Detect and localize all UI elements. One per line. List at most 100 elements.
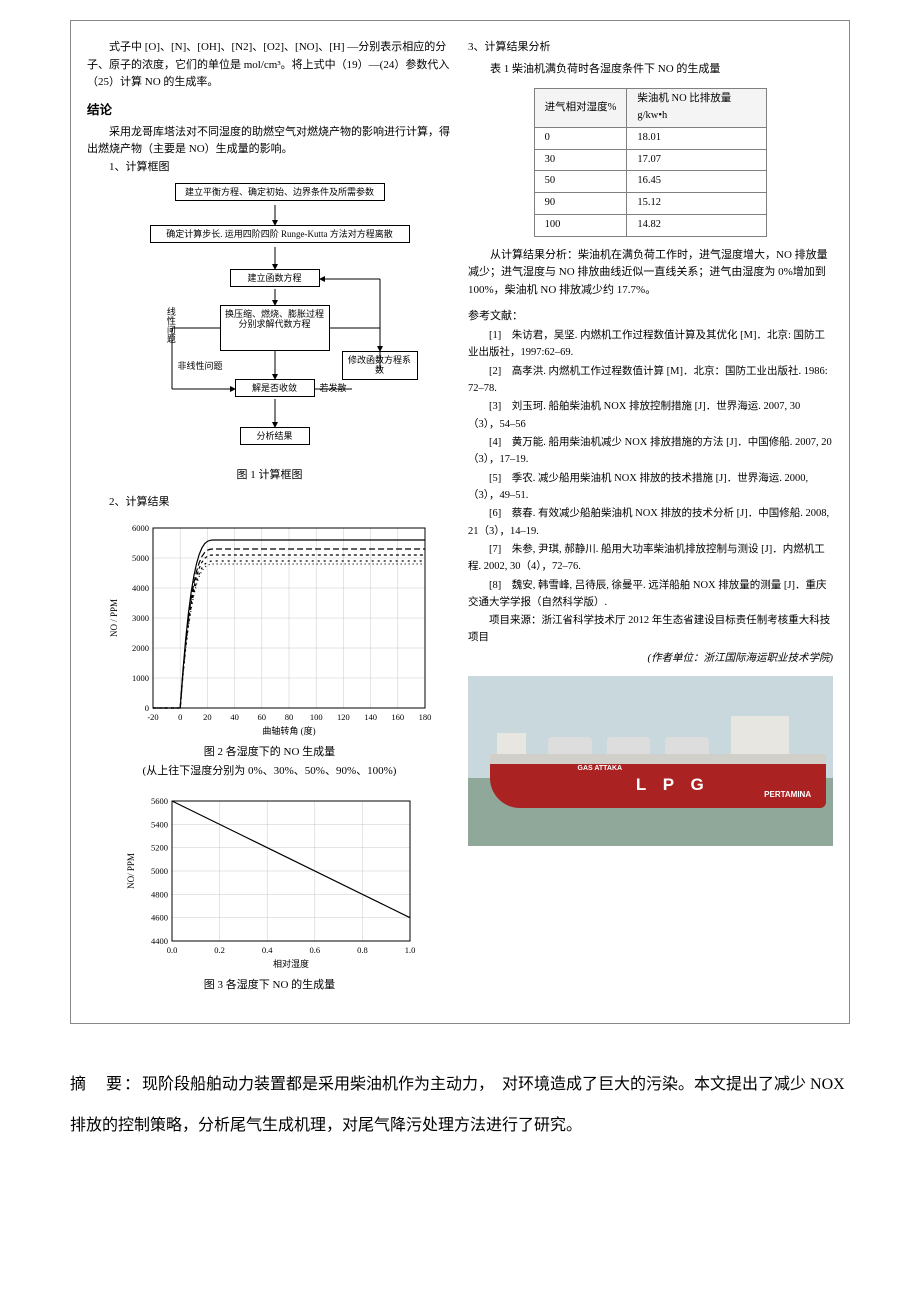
fc-box-3: 建立函数方程 — [230, 269, 320, 288]
calc-result-label: 2、计算结果 — [87, 494, 452, 512]
fig3-caption: 图 3 各湿度下 NO 的生成量 — [87, 977, 452, 995]
table-cell: 15.12 — [627, 193, 767, 215]
fc-box-2: 确定计算步长. 运用四阶四阶 Runge-Kutta 方法对方程离散 — [150, 225, 410, 244]
abstract-text: 摘 要：现阶段船舶动力装置都是采用柴油机作为主动力， 对环境造成了巨大的污染。本… — [70, 1064, 850, 1147]
fig2-subcaption: (从上往下湿度分别为 0%、30%、50%、90%、100%) — [87, 763, 452, 781]
table1-col2: 柴油机 NO 比排放量 g/kw•h — [627, 89, 767, 128]
references-heading: 参考文献： — [468, 308, 833, 326]
svg-text:4600: 4600 — [151, 913, 168, 923]
svg-text:5200: 5200 — [151, 843, 168, 853]
fc-side-label-linear: 线性问题 — [164, 307, 178, 343]
abstract-section: 摘 要：现阶段船舶动力装置都是采用柴油机作为主动力， 对环境造成了巨大的污染。本… — [70, 1064, 850, 1147]
reference-item: [7] 朱参, 尹琪, 郝静川. 船用大功率柴油机排放控制与测设 [J]．内燃机… — [468, 541, 833, 576]
svg-text:60: 60 — [257, 712, 266, 722]
svg-text:140: 140 — [364, 712, 377, 722]
svg-text:160: 160 — [391, 712, 404, 722]
author-affiliation: (作者单位：浙江国际海运职业技术学院) — [468, 651, 833, 668]
fig1-caption: 图 1 计算框图 — [87, 467, 452, 485]
svg-text:5600: 5600 — [151, 796, 168, 806]
svg-text:2000: 2000 — [132, 643, 149, 653]
ship-company-text: PERTAMINA — [764, 789, 811, 802]
table-cell: 16.45 — [627, 171, 767, 193]
svg-text:-20: -20 — [147, 712, 158, 722]
table-cell: 0 — [534, 127, 627, 149]
right-column: 3、计算结果分析 表 1 柴油机满负荷时各湿度条件下 NO 的生成量 进气相对湿… — [468, 39, 833, 1005]
conclusion-paragraph: 采用龙哥库塔法对不同湿度的助燃空气对燃烧产物的影响进行计算，得出燃烧产物（主要是… — [87, 124, 452, 159]
reference-item: [5] 季农. 减少船用柴油机 NOX 排放的技术措施 [J]．世界海运. 20… — [468, 470, 833, 505]
project-source: 项目来源：浙江省科学技术厅 2012 年生态省建设目标责任制考核重大科技项目 — [468, 612, 833, 647]
table-cell: 100 — [534, 214, 627, 236]
svg-text:5000: 5000 — [151, 866, 168, 876]
formula-paragraph: 式子中 [O]、[N]、[OH]、[N2]、[O2]、[NO]、[H] —分别表… — [87, 39, 452, 92]
svg-text:5400: 5400 — [151, 819, 168, 829]
left-column: 式子中 [O]、[N]、[OH]、[N2]、[O2]、[NO]、[H] —分别表… — [87, 39, 452, 1005]
svg-text:20: 20 — [203, 712, 212, 722]
calc-block-label: 1、计算框图 — [87, 159, 452, 177]
svg-text:曲轴转角 (度): 曲轴转角 (度) — [262, 725, 315, 736]
fc-box-5: 修改函数方程系数 — [342, 351, 418, 381]
ship-photo: L P G GAS ATTAKA PERTAMINA — [468, 676, 833, 846]
svg-text:80: 80 — [284, 712, 293, 722]
svg-text:4800: 4800 — [151, 889, 168, 899]
table1-caption: 表 1 柴油机满负荷时各湿度条件下 NO 的生成量 — [468, 61, 833, 79]
svg-text:0.2: 0.2 — [214, 945, 225, 955]
ship-lpg-text: L P G — [636, 771, 710, 798]
paper-page: 式子中 [O]、[N]、[OH]、[N2]、[O2]、[NO]、[H] —分别表… — [70, 20, 850, 1024]
table-row: 5016.45 — [534, 171, 767, 193]
fc-box-1: 建立平衡方程、确定初始、边界条件及所需参数 — [175, 183, 385, 202]
analysis-label: 3、计算结果分析 — [468, 39, 833, 57]
table-cell: 18.01 — [627, 127, 767, 149]
svg-text:0.6: 0.6 — [309, 945, 320, 955]
table1: 进气相对湿度% 柴油机 NO 比排放量 g/kw•h 018.013017.07… — [534, 88, 768, 237]
abstract-label: 摘 要： — [70, 1076, 142, 1093]
conclusion-heading: 结论 — [87, 100, 452, 120]
references-list: [1] 朱访君，吴坚. 内燃机工作过程数值计算及其优化 [M]．北京: 国防工业… — [468, 327, 833, 611]
svg-text:0: 0 — [178, 712, 182, 722]
svg-text:1000: 1000 — [132, 673, 149, 683]
table-row: 3017.07 — [534, 149, 767, 171]
table-cell: 17.07 — [627, 149, 767, 171]
reference-item: [4] 黄万能. 船用柴油机减少 NOX 排放措施的方法 [J]．中国修船. 2… — [468, 434, 833, 469]
svg-text:0.8: 0.8 — [357, 945, 368, 955]
flowchart-fig1: 建立平衡方程、确定初始、边界条件及所需参数 确定计算步长. 运用四阶四阶 Run… — [120, 183, 420, 463]
svg-text:相对湿度: 相对湿度 — [272, 958, 308, 969]
reference-item: [1] 朱访君，吴坚. 内燃机工作过程数值计算及其优化 [M]．北京: 国防工业… — [468, 327, 833, 362]
svg-text:120: 120 — [337, 712, 350, 722]
svg-text:4000: 4000 — [132, 583, 149, 593]
svg-text:100: 100 — [309, 712, 322, 722]
svg-text:6000: 6000 — [132, 523, 149, 533]
svg-text:0.4: 0.4 — [261, 945, 272, 955]
fc-branch-label: 若发散 — [320, 381, 347, 395]
chart-fig3: 0.0 0.2 0.4 0.6 0.8 1.0 4400 4600 4800 5000 5200 54… — [120, 791, 420, 971]
svg-text:NO / PPM: NO / PPM — [109, 599, 119, 637]
reference-item: [6] 蔡春. 有效减少船舶柴油机 NOX 排放的技术分析 [J]．中国修船. … — [468, 505, 833, 540]
reference-item: [2] 高孝洪. 内燃机工作过程数值计算 [M]．北京：国防工业出版社. 198… — [468, 363, 833, 398]
ship-name-text: GAS ATTAKA — [578, 763, 623, 774]
svg-text:0.0: 0.0 — [166, 945, 177, 955]
table-cell: 90 — [534, 193, 627, 215]
svg-text:5000: 5000 — [132, 553, 149, 563]
analysis-paragraph: 从计算结果分析：柴油机在满负荷工作时，进气湿度增大，NO 排放量减少；进气湿度与… — [468, 247, 833, 300]
table-cell: 30 — [534, 149, 627, 171]
svg-text:0: 0 — [144, 703, 148, 713]
fc-box-7: 分析结果 — [240, 427, 310, 446]
svg-text:40: 40 — [230, 712, 239, 722]
reference-item: [8] 魏安, 韩雪峰, 吕待辰, 徐曼平. 远洋船舶 NOX 排放量的测量 [… — [468, 577, 833, 612]
chart-fig2: -200204060801001201401601800100020003000… — [105, 518, 435, 738]
svg-text:4400: 4400 — [151, 936, 168, 946]
fc-box-6: 解是否收敛 — [235, 379, 315, 398]
table1-col1: 进气相对湿度% — [534, 89, 627, 128]
reference-item: [3] 刘玉珂. 船舶柴油机 NOX 排放控制措施 [J]．世界海运. 2007… — [468, 398, 833, 433]
table-row: 10014.82 — [534, 214, 767, 236]
svg-text:180: 180 — [418, 712, 431, 722]
fig2-caption: 图 2 各湿度下的 NO 生成量 — [87, 744, 452, 762]
table-row: 018.01 — [534, 127, 767, 149]
fc-box-4: 换压缩、燃烧、膨胀过程分别求解代数方程 — [220, 305, 330, 351]
svg-text:1.0: 1.0 — [404, 945, 415, 955]
svg-text:3000: 3000 — [132, 613, 149, 623]
fc-side-label-nonlinear: 非线性问题 — [178, 359, 223, 373]
abstract-body: 现阶段船舶动力装置都是采用柴油机作为主动力， 对环境造成了巨大的污染。本文提出了… — [70, 1076, 845, 1135]
table-row: 9015.12 — [534, 193, 767, 215]
table-cell: 14.82 — [627, 214, 767, 236]
svg-text:NO/ PPM: NO/ PPM — [126, 853, 136, 889]
